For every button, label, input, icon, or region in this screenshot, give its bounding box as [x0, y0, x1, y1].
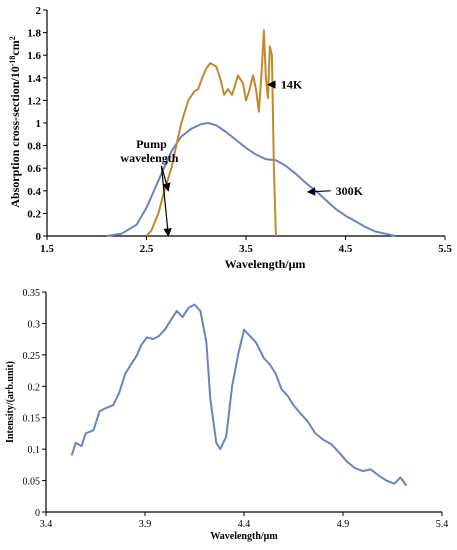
intensity-chart-y-tick-label: 0	[35, 508, 40, 519]
intensity-chart-x-label: Wavelength/μm	[210, 531, 278, 542]
absorption-chart-x-tick-label: 1.5	[40, 243, 54, 255]
intensity-chart: 3.4 3.9 4.4 4.9 5.4 0 0.05 0.1 0.15 0.2 0.25 0.3 0.…	[5, 288, 448, 542]
intensity-chart-y-tick-label: 0.25	[23, 351, 41, 362]
intensity-chart-y-tick-label: 0.15	[23, 414, 41, 425]
absorption-chart-annotation-arrow-pump-curve	[160, 165, 171, 192]
intensity-chart-x-tick-label: 3.9	[139, 519, 152, 530]
intensity-chart-x-tick-label: 4.9	[337, 519, 350, 530]
absorption-chart-x-label: Wavelength/μm	[225, 257, 306, 271]
absorption-chart-y-tick-label: 0.6	[27, 163, 41, 175]
intensity-chart-y-tick-label: 0.3	[28, 319, 41, 330]
absorption-chart-x-tick-label: 4.5	[339, 243, 353, 255]
absorption-chart-series-300k	[106, 122, 396, 237]
absorption-chart-y-tick-label: 1.4	[27, 73, 41, 85]
absorption-chart-y-tick-label: 0.2	[27, 208, 41, 220]
absorption-chart: 1.5 2.5 3.5 4.5 5.5 0 0.2 0.4 0.6 0.8 1 1.2 1.4 1.6 1…	[8, 5, 452, 271]
absorption-chart-y-ticks: 0 0.2 0.4 0.6 0.8 1 1.2 1.4 1.6 1.8 2	[27, 5, 47, 243]
absorption-chart-y-label: Absorption cross-section/10-18cm2	[8, 36, 22, 207]
absorption-chart-series-14k	[145, 29, 277, 237]
intensity-chart-y-tick-label: 0.2	[28, 382, 41, 393]
absorption-chart-y-tick-label: 2	[36, 5, 42, 17]
absorption-chart-series	[106, 29, 396, 237]
intensity-chart-y-tick-label: 0.1	[28, 445, 41, 456]
absorption-chart-y-tick-label: 0.8	[27, 141, 41, 153]
intensity-chart-x-tick-label: 4.4	[238, 519, 251, 530]
absorption-chart-y-tick-label: 1.8	[27, 28, 41, 40]
intensity-chart-y-label: Intensity/(arb.unit)	[5, 361, 16, 443]
intensity-chart-series-series-0	[70, 303, 408, 487]
absorption-chart-y-tick-label: 0.4	[27, 186, 41, 198]
absorption-chart-annotation-arrow-300k	[306, 187, 331, 196]
intensity-chart-x-tick-label: 5.4	[436, 519, 449, 530]
absorption-chart-x-tick-label: 5.5	[438, 243, 452, 255]
absorption-chart-annotation-arrow-pump	[160, 165, 172, 237]
absorption-chart-y-tick-label: 0	[36, 231, 42, 243]
intensity-chart-y-tick-label: 0.35	[23, 288, 41, 299]
absorption-chart-annotation-label-wavelength: wavelength	[120, 151, 178, 165]
intensity-chart-series	[70, 303, 408, 487]
absorption-chart-annotation-label-14k: 14K	[281, 78, 303, 92]
absorption-chart-axes	[46, 10, 445, 237]
intensity-chart-y-ticks: 0 0.05 0.1 0.15 0.2 0.25 0.3 0.35	[23, 288, 46, 519]
absorption-chart-x-tick-label: 2.5	[140, 243, 154, 255]
intensity-chart-x-tick-label: 3.4	[40, 519, 53, 530]
absorption-chart-y-tick-label: 1.6	[27, 50, 41, 62]
absorption-chart-y-tick-label: 1.2	[27, 95, 41, 107]
absorption-chart-x-tick-label: 3.5	[239, 243, 253, 255]
absorption-chart-y-tick-label: 1	[36, 118, 42, 130]
absorption-chart-annotation-label-300k: 300K	[336, 184, 364, 198]
intensity-chart-y-tick-label: 0.05	[23, 477, 41, 488]
absorption-chart-x-ticks: 1.5 2.5 3.5 4.5 5.5	[40, 236, 452, 255]
absorption-chart-annotation-label-pump: Pump	[136, 137, 167, 151]
intensity-chart-x-ticks: 3.4 3.9 4.4 4.9 5.4	[40, 512, 449, 530]
